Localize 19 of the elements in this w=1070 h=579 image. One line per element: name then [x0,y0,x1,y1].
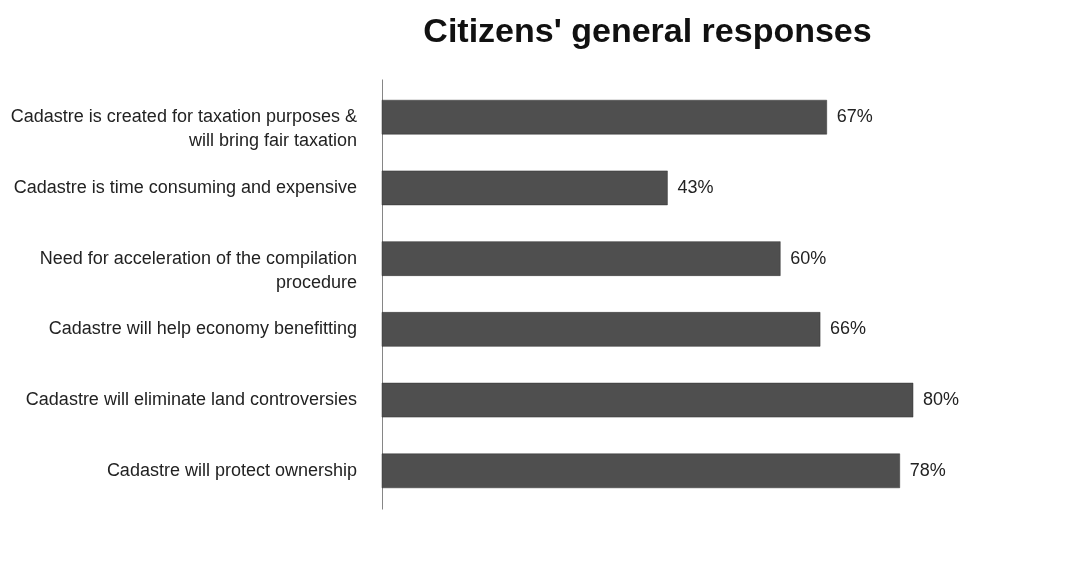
chart-title: Citizens' general responses [423,11,872,49]
data-label: 67% [836,106,873,127]
y-tick-label: Cadastre is created for taxation purposes & will bring fair taxation [10,106,357,151]
y-tick-label: Cadastre will eliminate land controversies [25,389,357,410]
data-label: 60% [790,247,827,268]
data-label: 43% [677,176,714,197]
y-tick-label: Cadastre is time consuming and expensive [13,176,357,197]
data-label: 66% [830,318,867,339]
data-label: 80% [923,389,960,410]
bar [381,312,821,347]
bar [381,241,781,276]
y-tick-label: Cadastre will protect ownership [106,459,357,480]
bar [381,382,914,418]
bar [381,170,668,206]
bar [381,99,827,135]
y-tick-label: Need for acceleration of the compilation procedure [39,247,357,292]
data-label: 78% [909,459,946,480]
bar [381,453,900,489]
y-tick-label: Cadastre will help economy benefitting [48,318,357,339]
